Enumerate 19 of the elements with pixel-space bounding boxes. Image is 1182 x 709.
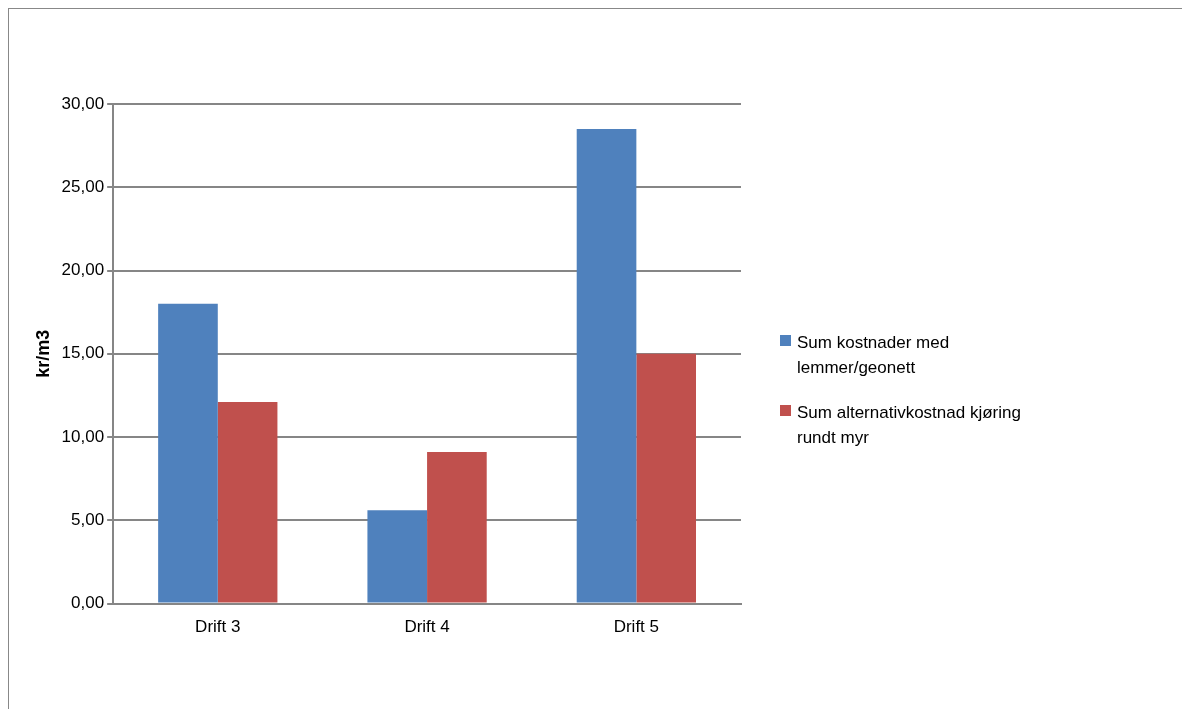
y-tick-label: 0,00: [71, 593, 105, 613]
x-tick-label: Drift 3: [195, 617, 241, 637]
legend-label: Sum alternativkostnad kjøring rundt myr: [797, 402, 1022, 449]
bar: [217, 402, 278, 603]
bar: [636, 353, 696, 603]
bar: [427, 452, 487, 603]
bar: [158, 303, 218, 603]
y-tick-label: 30,00: [61, 93, 105, 113]
legend-label: Sum kostnader med lemmer/geonett: [797, 332, 951, 379]
bar: [367, 510, 428, 603]
y-tick-label: 25,00: [61, 176, 105, 196]
y-tick-label: 10,00: [61, 426, 105, 446]
x-tick-label: Drift 5: [613, 617, 660, 637]
y-tick-label: 20,00: [61, 260, 105, 280]
y-tick-label: 15,00: [61, 343, 105, 363]
y-tick-label: 5,00: [71, 510, 105, 530]
bar: [576, 128, 637, 603]
x-tick-label: Drift 4: [404, 617, 450, 637]
y-axis-title: kr/m3: [32, 329, 53, 378]
